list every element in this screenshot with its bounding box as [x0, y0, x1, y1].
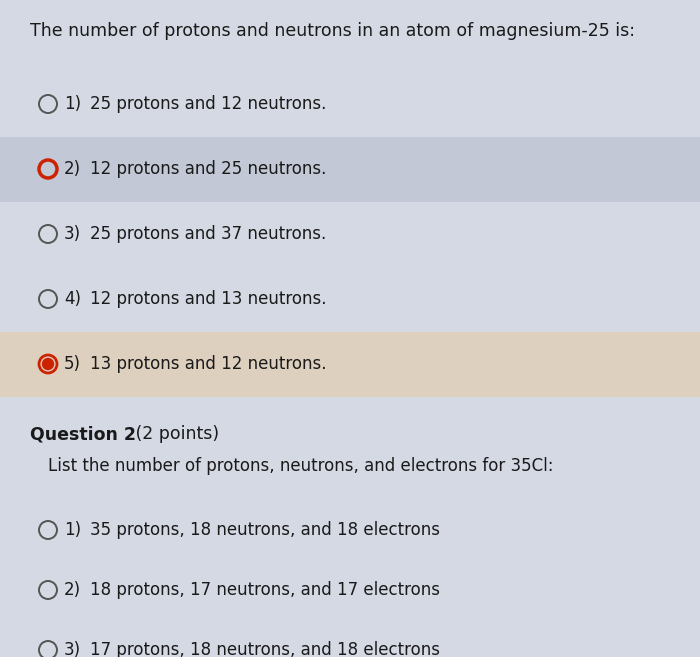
Text: 12 protons and 25 neutrons.: 12 protons and 25 neutrons. — [90, 160, 326, 178]
Text: List the number of protons, neutrons, and electrons for 35Cl:: List the number of protons, neutrons, an… — [48, 457, 554, 475]
Text: 3): 3) — [64, 641, 81, 657]
Text: 3): 3) — [64, 225, 81, 243]
Text: The number of protons and neutrons in an atom of magnesium-25 is:: The number of protons and neutrons in an… — [30, 22, 635, 40]
Circle shape — [43, 359, 53, 369]
Text: 2): 2) — [64, 160, 81, 178]
Text: (2 points): (2 points) — [130, 425, 219, 443]
Text: 4): 4) — [64, 290, 81, 308]
Text: 13 protons and 12 neutrons.: 13 protons and 12 neutrons. — [90, 355, 326, 373]
Text: 35 protons, 18 neutrons, and 18 electrons: 35 protons, 18 neutrons, and 18 electron… — [90, 521, 440, 539]
Text: 17 protons, 18 neutrons, and 18 electrons: 17 protons, 18 neutrons, and 18 electron… — [90, 641, 440, 657]
Text: 2): 2) — [64, 581, 81, 599]
Text: 18 protons, 17 neutrons, and 17 electrons: 18 protons, 17 neutrons, and 17 electron… — [90, 581, 440, 599]
Text: 25 protons and 12 neutrons.: 25 protons and 12 neutrons. — [90, 95, 326, 113]
Bar — [0, 137, 700, 202]
Text: 5): 5) — [64, 355, 81, 373]
Text: 1): 1) — [64, 95, 81, 113]
Text: 1): 1) — [64, 521, 81, 539]
Text: Question 2: Question 2 — [30, 425, 136, 443]
Text: 12 protons and 13 neutrons.: 12 protons and 13 neutrons. — [90, 290, 326, 308]
Bar — [0, 332, 700, 397]
Text: 25 protons and 37 neutrons.: 25 protons and 37 neutrons. — [90, 225, 326, 243]
